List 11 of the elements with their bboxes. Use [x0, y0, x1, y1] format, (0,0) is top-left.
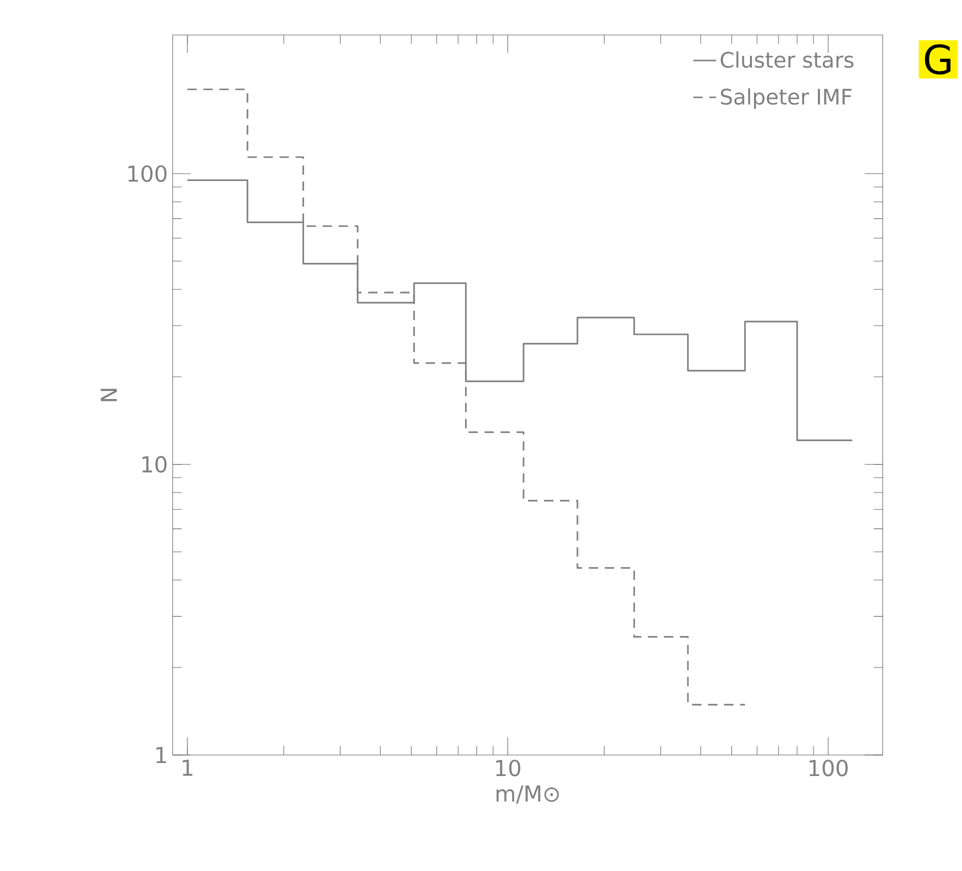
y-tick-label: 1 — [156, 746, 166, 764]
legend-label: Cluster stars — [720, 51, 854, 68]
y-axis-title: N — [100, 388, 117, 402]
legend-label: Salpeter IMF — [720, 88, 852, 109]
x-tick-label: 10 — [496, 760, 520, 776]
y-tick-label: 100 — [128, 165, 167, 182]
x-tick-label: 100 — [810, 760, 848, 776]
x-tick-label: 1 — [182, 760, 192, 776]
text: G — [924, 44, 950, 75]
x-axis-title: m/M⊙ — [496, 786, 559, 804]
y-tick-label: 10 — [142, 456, 167, 473]
